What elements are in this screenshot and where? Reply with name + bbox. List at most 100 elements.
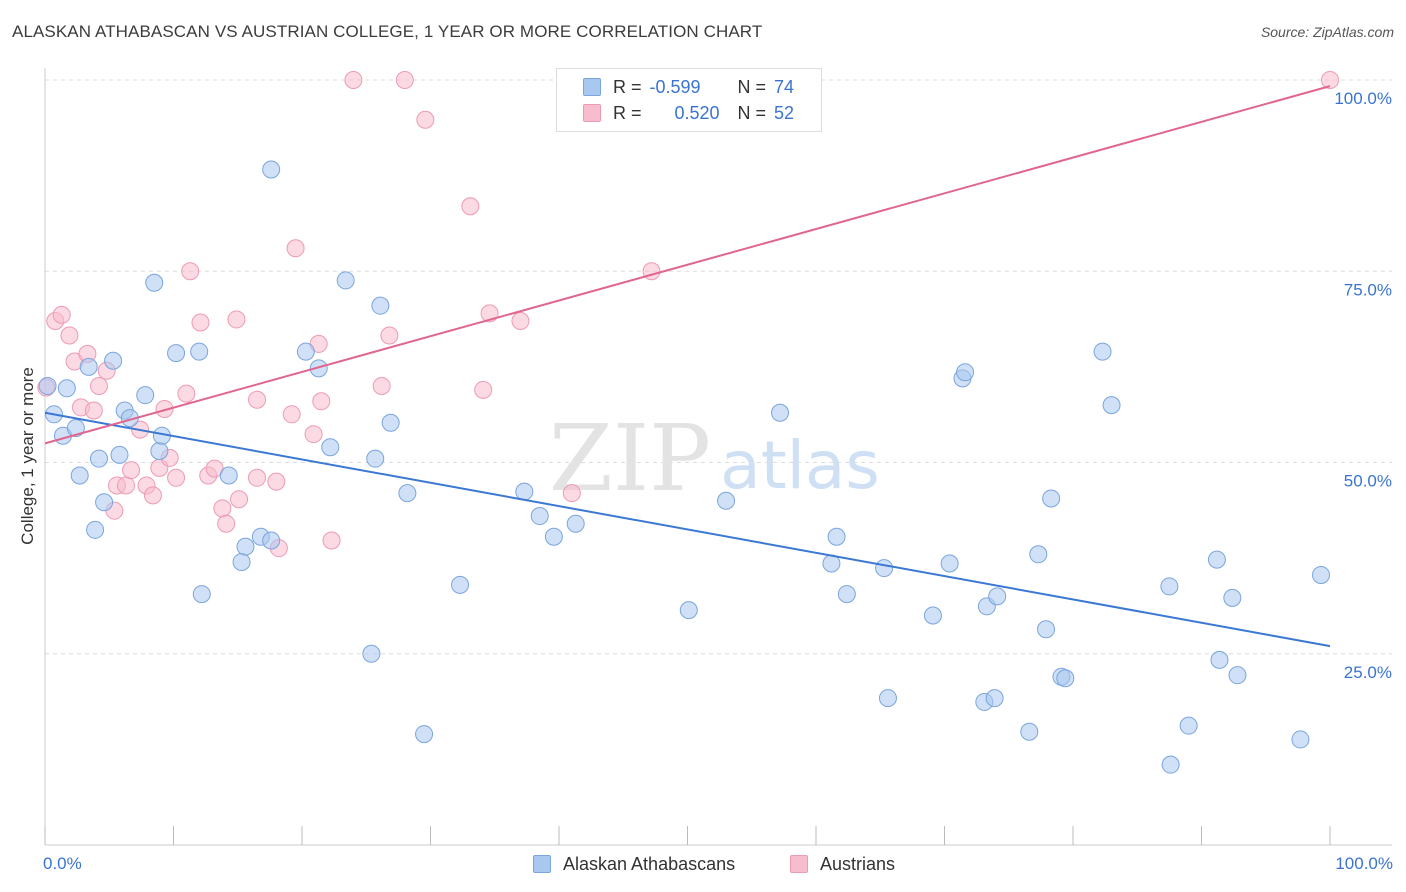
bottom-legend-alaskan: Alaskan Athabascans: [533, 852, 735, 876]
bottom-legend-label: Alaskan Athabascans: [563, 853, 736, 874]
bottom-legend-swatch-blue: [533, 855, 551, 873]
data-point-austrians: [177, 384, 196, 403]
data-point-alaskan-athabascans: [110, 445, 129, 464]
data-point-austrians: [248, 390, 267, 409]
legend-r-label: R =: [613, 76, 642, 97]
y-axis-label: College, 1 year or more: [18, 367, 37, 545]
data-point-alaskan-athabascans: [219, 466, 238, 485]
data-point-alaskan-athabascans: [70, 466, 89, 485]
data-point-alaskan-athabascans: [878, 689, 897, 708]
data-point-alaskan-athabascans: [89, 449, 108, 468]
x-tick-label: 0.0%: [43, 854, 82, 873]
data-point-alaskan-athabascans: [381, 413, 400, 432]
data-point-austrians: [227, 310, 246, 329]
data-point-alaskan-athabascans: [415, 725, 434, 744]
data-point-austrians: [217, 514, 236, 533]
data-point-alaskan-athabascans: [145, 273, 164, 292]
data-point-austrians: [89, 377, 108, 395]
data-point-alaskan-athabascans: [1312, 565, 1331, 584]
data-point-austrians: [416, 110, 435, 129]
data-point-austrians: [248, 468, 267, 487]
y-tick-label: 100.0%: [1334, 89, 1392, 108]
series-austrians: [37, 71, 1339, 558]
data-point-austrians: [304, 425, 323, 444]
data-point-alaskan-athabascans: [366, 449, 385, 468]
data-point-alaskan-athabascans: [1029, 545, 1048, 564]
data-point-alaskan-athabascans: [362, 644, 381, 663]
data-point-austrians: [191, 313, 210, 332]
legend-row-austrians: R = 0.520 N = 52: [583, 101, 794, 125]
bottom-legend-swatch-pink: [790, 855, 808, 873]
data-point-alaskan-athabascans: [837, 585, 856, 604]
data-point-alaskan-athabascans: [1210, 650, 1229, 669]
data-point-alaskan-athabascans: [190, 342, 209, 361]
data-point-alaskan-athabascans: [136, 386, 155, 405]
legend-r-label: R =: [613, 102, 642, 123]
data-point-alaskan-athabascans: [1102, 396, 1121, 415]
data-point-alaskan-athabascans: [771, 403, 790, 422]
data-point-austrians: [213, 499, 232, 518]
data-point-austrians: [562, 484, 581, 503]
data-point-austrians: [344, 71, 363, 89]
chart-title: ALASKAN ATHABASCAN VS AUSTRIAN COLLEGE, …: [12, 22, 763, 41]
y-tick-label: 25.0%: [1344, 663, 1392, 682]
data-point-alaskan-athabascans: [79, 357, 98, 376]
data-point-alaskan-athabascans: [150, 442, 169, 461]
data-point-austrians: [282, 405, 301, 424]
data-point-alaskan-athabascans: [679, 601, 698, 620]
chart-source: Source: ZipAtlas.com: [1260, 24, 1394, 40]
data-point-austrians: [84, 401, 103, 420]
data-point-alaskan-athabascans: [1020, 722, 1039, 741]
data-point-austrians: [155, 399, 174, 418]
data-point-austrians: [60, 326, 79, 345]
data-point-austrians: [181, 262, 200, 281]
data-point-austrians: [372, 377, 391, 395]
data-point-alaskan-athabascans: [167, 344, 186, 363]
legend-n-value: 52: [774, 102, 795, 123]
data-point-alaskan-athabascans: [321, 438, 340, 457]
data-point-alaskan-athabascans: [262, 531, 281, 550]
data-point-alaskan-athabascans: [104, 351, 123, 370]
data-point-alaskan-athabascans: [1037, 620, 1056, 639]
data-point-austrians: [230, 490, 249, 509]
data-point-alaskan-athabascans: [1042, 489, 1061, 508]
y-tick-label: 75.0%: [1344, 280, 1392, 299]
data-point-alaskan-athabascans: [1291, 730, 1310, 749]
data-point-alaskan-athabascans: [95, 493, 114, 512]
legend-row-alaskan: R = -0.599 N = 74: [583, 75, 794, 99]
legend-n-value: 74: [774, 76, 795, 97]
axes: 25.0% 50.0% 75.0% 100.0% 0.0% 100.0%: [43, 68, 1393, 873]
data-point-alaskan-athabascans: [1228, 666, 1247, 685]
data-point-alaskan-athabascans: [336, 271, 355, 290]
data-point-austrians: [52, 305, 71, 324]
data-point-alaskan-athabascans: [1160, 577, 1179, 596]
legend-n-label: N =: [737, 102, 767, 123]
data-point-alaskan-athabascans: [57, 379, 76, 398]
watermark-atlas: atlas: [720, 427, 880, 504]
data-point-alaskan-athabascans: [371, 296, 390, 315]
data-point-alaskan-athabascans: [309, 359, 328, 378]
data-point-alaskan-athabascans: [1161, 755, 1180, 774]
trend-lines: [44, 85, 1331, 648]
data-point-alaskan-athabascans: [38, 377, 57, 395]
data-point-alaskan-athabascans: [1223, 588, 1242, 607]
data-point-alaskan-athabascans: [956, 363, 975, 382]
bottom-legend-austrians: Austrians: [790, 852, 895, 876]
data-point-alaskan-athabascans: [1207, 550, 1226, 569]
data-point-austrians: [267, 472, 286, 491]
data-point-alaskan-athabascans: [451, 575, 470, 594]
data-point-austrians: [461, 197, 480, 216]
data-point-austrians: [1321, 71, 1339, 89]
data-point-alaskan-athabascans: [66, 419, 85, 438]
data-point-alaskan-athabascans: [262, 160, 281, 179]
data-point-alaskan-athabascans: [940, 554, 959, 573]
data-point-alaskan-athabascans: [717, 491, 736, 510]
data-point-alaskan-athabascans: [1093, 342, 1112, 361]
data-point-alaskan-athabascans: [192, 585, 211, 604]
data-point-austrians: [122, 461, 141, 480]
data-point-alaskan-athabascans: [236, 537, 255, 556]
legend-n-label: N =: [737, 76, 767, 97]
data-point-alaskan-athabascans: [544, 527, 563, 546]
data-point-alaskan-athabascans: [985, 689, 1004, 708]
data-point-alaskan-athabascans: [923, 606, 942, 625]
